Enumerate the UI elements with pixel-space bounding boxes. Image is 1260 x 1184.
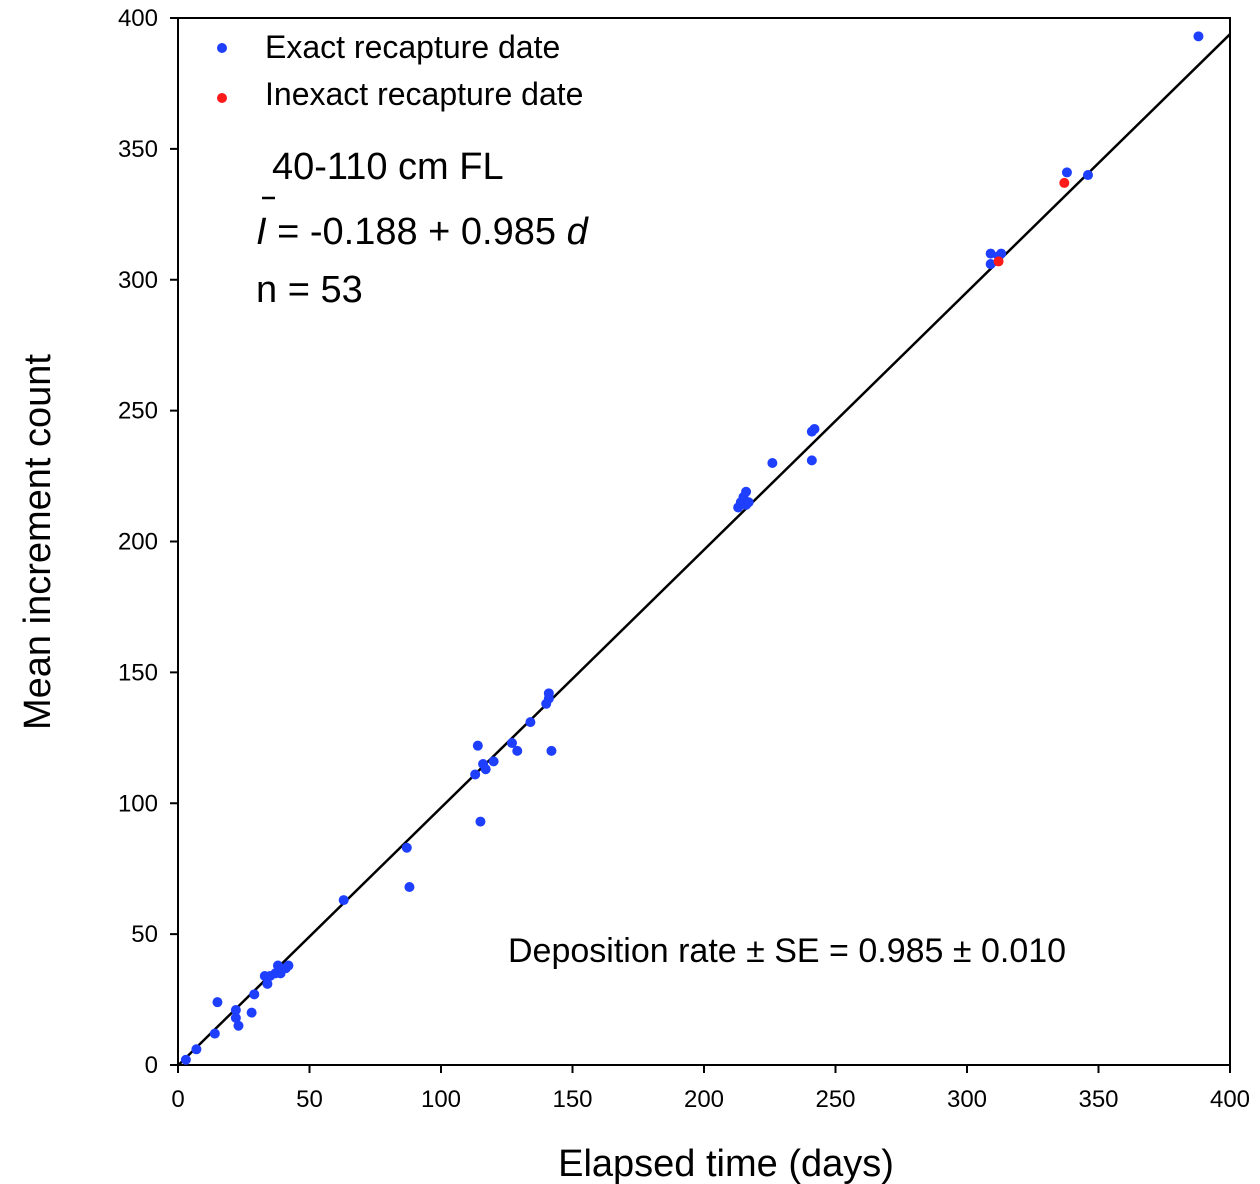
data-point-exact xyxy=(806,455,817,466)
legend-marker-inexact xyxy=(217,93,227,103)
data-point-exact xyxy=(401,842,412,853)
data-point-exact xyxy=(741,486,752,497)
data-point-exact xyxy=(546,745,557,756)
data-point-exact xyxy=(472,740,483,751)
y-tick-label: 200 xyxy=(118,529,158,556)
data-point-exact xyxy=(246,1007,257,1018)
data-point-exact xyxy=(233,1020,244,1031)
y-tick-label: 350 xyxy=(118,136,158,163)
equation-lhs: I xyxy=(256,211,267,253)
y-tick-label: 0 xyxy=(145,1052,158,1079)
deposition-rate-label: Deposition rate ± SE = 0.985 ± 0.010 xyxy=(508,932,1066,970)
data-point-exact xyxy=(209,1028,220,1039)
data-points xyxy=(180,31,1204,1065)
x-tick-label: 100 xyxy=(421,1086,461,1113)
data-point-exact xyxy=(743,497,754,508)
x-tick-label: 150 xyxy=(552,1086,592,1113)
data-point-exact xyxy=(507,738,518,749)
equation-var: d xyxy=(567,211,590,253)
data-point-inexact xyxy=(1059,177,1070,188)
data-point-exact xyxy=(809,423,820,434)
y-tick-label: 300 xyxy=(118,267,158,294)
data-point-exact xyxy=(191,1044,202,1055)
x-tick-label: 250 xyxy=(815,1086,855,1113)
equation-rhs: = -0.188 + 0.985 xyxy=(277,211,556,253)
y-tick-label: 250 xyxy=(118,398,158,425)
data-point-exact xyxy=(212,997,223,1008)
data-point-exact xyxy=(1061,167,1072,178)
x-tick-label: 350 xyxy=(1078,1086,1118,1113)
data-point-exact xyxy=(338,895,349,906)
data-point-exact xyxy=(272,960,283,971)
data-point-exact xyxy=(488,756,499,767)
data-point-exact xyxy=(767,457,778,468)
x-tick-label: 0 xyxy=(171,1086,184,1113)
data-point-exact xyxy=(230,1012,241,1023)
data-point-exact xyxy=(525,717,536,728)
data-point-exact xyxy=(470,769,481,780)
sample-size-label: n = 53 xyxy=(256,269,363,311)
x-tick-label: 400 xyxy=(1210,1086,1250,1113)
data-point-exact xyxy=(985,259,996,270)
x-tick-label: 50 xyxy=(296,1086,323,1113)
x-axis-title: Elapsed time (days) xyxy=(558,1143,894,1184)
data-point-exact xyxy=(262,978,273,989)
y-tick-label: 100 xyxy=(118,790,158,817)
data-point-exact xyxy=(283,960,294,971)
size-class-label: 40-110 cm FL xyxy=(272,146,504,188)
y-axis-title: Mean increment count xyxy=(17,354,59,730)
data-point-exact xyxy=(404,882,415,893)
regression-line xyxy=(177,33,1231,1067)
data-point-exact xyxy=(543,693,554,704)
data-point-inexact xyxy=(993,256,1004,267)
regression-equation: I = -0.188 + 0.985 d xyxy=(256,196,590,253)
legend-marker-exact xyxy=(217,43,227,53)
data-point-exact xyxy=(996,248,1007,259)
data-point-exact xyxy=(1082,170,1093,181)
data-point-exact xyxy=(985,248,996,259)
equation-text: I = -0.188 + 0.985 d xyxy=(256,211,590,253)
y-tick-label: 400 xyxy=(118,5,158,32)
data-point-exact xyxy=(249,989,260,1000)
legend-label-inexact: Inexact recapture date xyxy=(265,76,583,112)
data-point-exact xyxy=(512,745,523,756)
data-point-exact xyxy=(230,1005,241,1016)
data-point-exact xyxy=(475,816,486,827)
data-point-exact xyxy=(180,1054,191,1065)
axis-ticks xyxy=(170,17,1231,1073)
data-point-exact xyxy=(1193,31,1204,42)
y-tick-label: 50 xyxy=(131,921,158,948)
y-tick-label: 150 xyxy=(118,659,158,686)
x-tick-label: 300 xyxy=(947,1086,987,1113)
x-tick-label: 200 xyxy=(684,1086,724,1113)
legend-label-exact: Exact recapture date xyxy=(265,29,560,65)
legend: Exact recapture date Inexact recapture d… xyxy=(217,29,583,112)
data-point-exact xyxy=(480,764,491,775)
axis-tick-labels: 0 50 100 150 200 250 300 350 400 0 50 100 150 200 250 3… xyxy=(118,5,1250,1113)
